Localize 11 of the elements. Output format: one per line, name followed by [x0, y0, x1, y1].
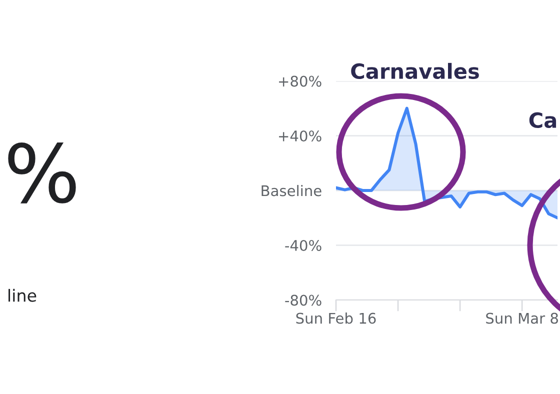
text: % [8, 142, 76, 204]
text: Carnavales [351, 62, 479, 80]
x-tick-label: Sun Feb 16 [296, 312, 376, 324]
y-tick-label: -40% [285, 240, 322, 251]
y-tick-label: +40% [279, 130, 322, 142]
y-tick-label: +80% [279, 76, 322, 87]
y-tick-label: Baseline [262, 184, 322, 196]
y-tick-label: -80% [285, 294, 322, 306]
text: line [8, 288, 36, 302]
annotation: Ca [529, 112, 556, 128]
x-tick-label: Sun Mar 8 [486, 312, 558, 324]
